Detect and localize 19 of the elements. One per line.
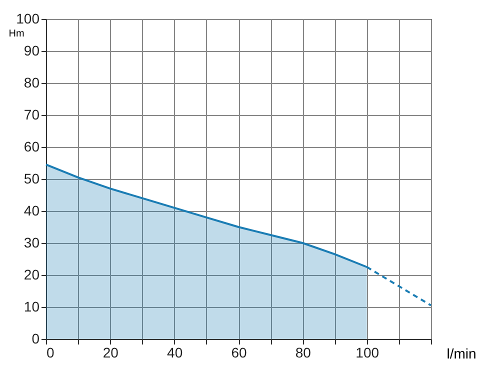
x-tick-label: 20 bbox=[102, 344, 119, 360]
y-tick-label: 60 bbox=[24, 138, 40, 154]
x-tick-label: 60 bbox=[231, 344, 247, 360]
x-tick-label: 0 bbox=[46, 344, 54, 360]
y-tick-label: 20 bbox=[24, 266, 40, 282]
y-tick-label: 10 bbox=[24, 298, 40, 314]
y-tick-label: 100 bbox=[16, 10, 40, 26]
y-tick-label: 30 bbox=[24, 234, 40, 250]
x-tick-label: 100 bbox=[356, 344, 380, 360]
y-axis-title: Hm bbox=[8, 28, 24, 40]
y-tick-label: 0 bbox=[32, 330, 40, 346]
y-tick-label: 80 bbox=[24, 74, 40, 90]
y-tick-label: 50 bbox=[24, 170, 40, 186]
y-tick-label: 70 bbox=[24, 106, 40, 122]
x-tick-label: 40 bbox=[167, 344, 183, 360]
x-axis-title: l/min bbox=[446, 346, 476, 362]
x-tick-label: 80 bbox=[295, 344, 312, 360]
y-tick-label: 90 bbox=[24, 42, 40, 58]
y-tick-label: 40 bbox=[24, 202, 40, 218]
